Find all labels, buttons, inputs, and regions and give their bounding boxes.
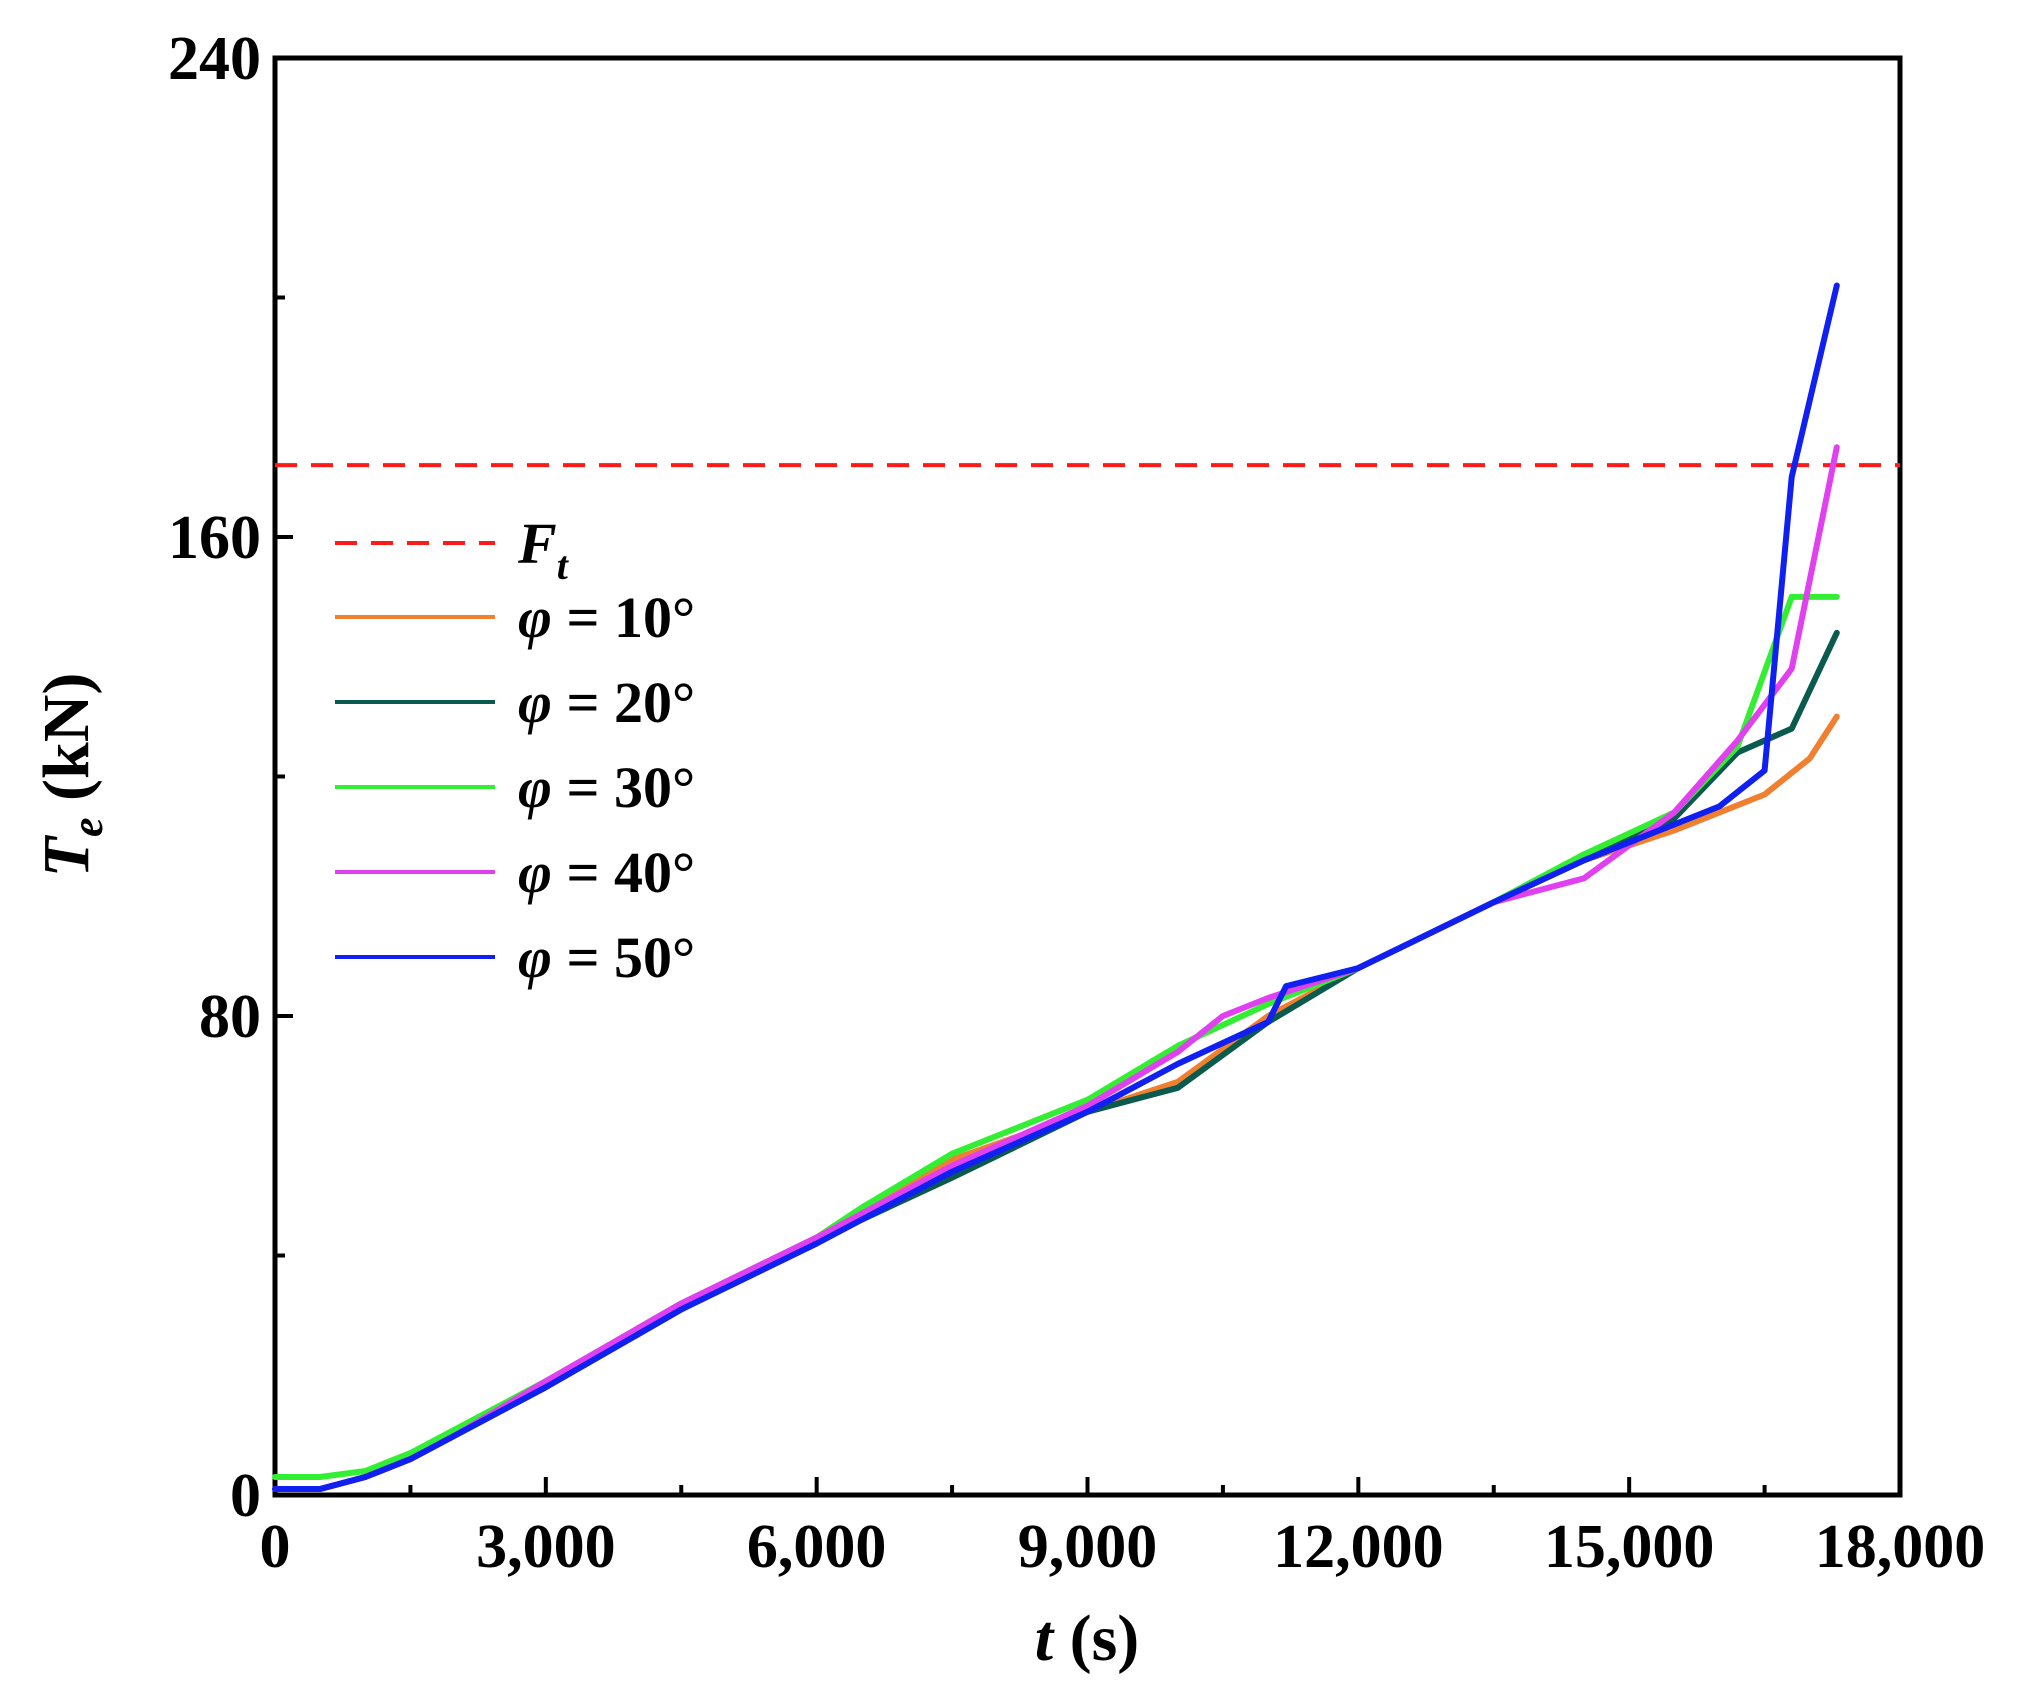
legend: Ftφ = 10° φ = 20° φ = 30° φ = 40° φ = 50° (335, 511, 695, 990)
legend-label-4: φ = 40° (518, 840, 695, 905)
x-tick-label: 3,000 (476, 1513, 616, 1581)
series-layer (272, 282, 1840, 1492)
x-tick-label: 18,000 (1815, 1513, 1986, 1581)
y-tick-label: 160 (168, 504, 261, 572)
y-tick-label: 80 (199, 983, 261, 1051)
legend-label-5: φ = 50° (518, 925, 695, 990)
x-tick-label: 15,000 (1544, 1513, 1715, 1581)
series-line-5 (272, 282, 1840, 1492)
y-axis-title: Te (kN) (30, 673, 112, 878)
x-tick-label: 6,000 (747, 1513, 887, 1581)
x-tick-label: 0 (260, 1513, 291, 1581)
x-tick-label: 9,000 (1018, 1513, 1158, 1581)
y-tick-label: 0 (230, 1462, 261, 1530)
series-line-4 (272, 444, 1840, 1492)
series-line-3 (272, 593, 1840, 1480)
legend-label-ft: Ft (517, 511, 570, 588)
series-line-1 (272, 713, 1840, 1492)
legend-label-2: φ = 20° (518, 670, 695, 735)
y-tick-label: 240 (168, 25, 261, 93)
legend-label-1: φ = 10° (518, 585, 695, 650)
series-line-2 (272, 629, 1840, 1492)
x-axis-title: t (s) (1035, 1602, 1140, 1675)
x-tick-label: 12,000 (1273, 1513, 1444, 1581)
axis-titles: t (s) Te (kN) (30, 673, 1139, 1675)
legend-label-3: φ = 30° (518, 755, 695, 820)
axis-ticks: 0 3,000 6,000 9,000 12,000 15,000 18,000 0 80 160… (168, 25, 1985, 1581)
